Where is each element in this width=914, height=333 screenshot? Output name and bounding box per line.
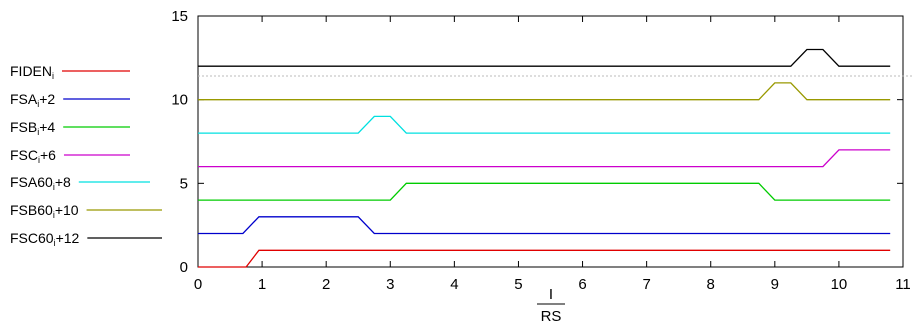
x-tick-label: 11 [895,276,911,293]
series-line-fiden [198,249,891,268]
legend-label-suffix: +6 [40,147,56,163]
y-tick-label: 15 [171,8,188,25]
x-tick-label: 3 [386,276,394,293]
x-tick-label: 5 [514,276,522,293]
legend-label-suffix: +12 [56,230,80,246]
legend-label: FSB60i+10 [10,202,79,220]
x-axis-label-numerator: I [549,286,553,303]
legend-entry: FSBi+4 [10,119,130,137]
legend-label-sub: i [52,71,54,81]
legend-label-sub: i [38,155,40,165]
x-tick-label: 2 [322,276,330,293]
x-tick-label: 1 [258,276,266,293]
legend-entry: FSA60i+8 [10,174,150,192]
legend-label: FSAi+2 [10,91,55,109]
series-line-fsa [198,216,891,235]
legend-entry: FSC60i+12 [10,230,162,248]
x-tick-label: 0 [194,276,202,293]
legend-label-sub: i [53,182,55,192]
x-tick-label: 7 [642,276,650,293]
legend-label-main: FSC [10,147,38,163]
axis-ticks: 0 1 2 3 4 5 6 7 8 9 10 11 0 5 10 15 [171,8,910,293]
legend-entry: FSB60i+10 [10,202,162,220]
legend-label-suffix: +10 [55,202,79,218]
legend-label-main: FSA [10,91,38,107]
legend-label-sub: i [54,238,56,248]
legend-label-main: FIDEN [10,63,52,79]
y-tick-label: 10 [171,92,188,109]
legend-label-main: FSB60 [10,202,53,218]
legend-entry: FIDENi [10,63,130,81]
legend-label: FSBi+4 [10,119,55,137]
x-tick-label: 4 [450,276,458,293]
legend-label-main: FSC60 [10,230,54,246]
legend-label-main: FSA60 [10,174,53,190]
x-tick-label: 8 [707,276,715,293]
legend-label-sub: i [37,99,39,109]
y-tick-label: 0 [180,259,188,276]
legend-label: FSCi+6 [10,147,56,165]
legend-label-suffix: +2 [39,91,55,107]
legend-label-suffix: +4 [39,119,55,135]
series-line-fsc [198,149,891,168]
series-line-fsa60 [198,115,891,134]
legend-entry: FSAi+2 [10,91,130,109]
legend-label: FIDENi [10,63,54,81]
legend-entry: FSCi+6 [10,147,130,165]
series-line-fsc60 [198,48,891,67]
series-line-fsb60 [198,82,891,101]
x-tick-label: 9 [771,276,779,293]
series-line-fsb [198,182,891,201]
legend: FIDENiFSAi+2FSBi+4FSCi+6FSA60i+8FSB60i+1… [10,63,162,248]
y-tick-label: 5 [180,175,188,192]
x-tick-label: 10 [831,276,848,293]
legend-label-sub: i [37,127,39,137]
x-tick-label: 6 [578,276,586,293]
x-axis-label: I RS [537,286,565,325]
legend-label-suffix: +8 [55,174,71,190]
legend-label: FSC60i+12 [10,230,80,248]
legend-label: FSA60i+8 [10,174,71,192]
plot-frame [197,15,904,268]
legend-label-sub: i [53,210,55,220]
x-axis-label-denominator: RS [541,308,562,325]
legend-label-main: FSB [10,119,37,135]
series-lines [198,48,891,268]
